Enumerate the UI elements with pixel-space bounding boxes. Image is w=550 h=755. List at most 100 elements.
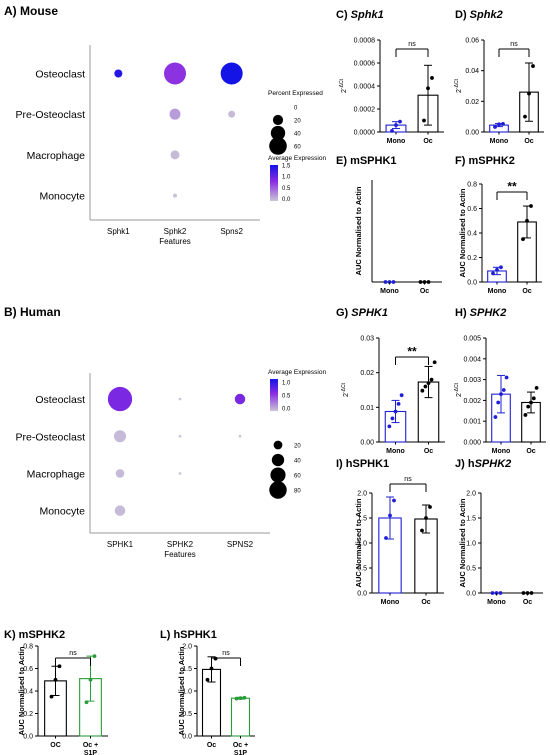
y-tick-label-K-1: 0.2 — [23, 711, 33, 718]
data-point-K-0-2 — [57, 664, 62, 669]
col-label-B-0: SPHK1 — [107, 540, 134, 549]
x-tick-label-G-1: Oc — [424, 448, 433, 455]
significance-label-F: ** — [507, 180, 517, 194]
panel-label-G: G) SPHK1 — [336, 307, 388, 319]
y-tick-label-J-0: 0.0 — [466, 591, 476, 598]
data-point-L-0-1 — [209, 666, 214, 671]
y-tick-label-G-2: 0.02 — [360, 370, 374, 377]
data-point-K-0-0 — [49, 694, 54, 699]
y-tick-label-H-1: 0.001 — [463, 419, 481, 426]
col-label-B-2: SPNS2 — [227, 540, 254, 549]
y-tick-label-K-3: 0.6 — [23, 666, 33, 673]
data-point-K-0-1 — [53, 677, 58, 682]
data-point-C-1-0 — [422, 118, 426, 123]
data-point-K-1-0 — [84, 700, 89, 705]
x-tick-label-J-0: Mono — [487, 599, 506, 606]
color-legend-title-B: Average Expression — [268, 369, 326, 376]
dot-B-3-0 — [114, 505, 126, 516]
color-legend-title-A: Average Expression — [268, 155, 326, 162]
data-point-C-0-2 — [398, 119, 402, 124]
dot-B-0-0 — [107, 386, 133, 412]
row-label-B-2: Macrophage — [27, 468, 86, 480]
panel-label-H: H) SPHK2 — [455, 307, 506, 319]
y-tick-label-J-3: 1.5 — [466, 516, 476, 523]
y-axis-label-F: AUC Normalised to Actin — [458, 188, 467, 277]
data-point-F-0-0 — [491, 271, 495, 276]
color-legend-bar-A — [270, 165, 278, 201]
data-point-J-1-2 — [529, 591, 534, 595]
size-legend-value-A-1: 20 — [294, 119, 301, 125]
data-point-G-0-0 — [387, 424, 392, 429]
x-tick-label-L-1: Oc + — [233, 742, 248, 749]
significance-label-L: ns — [222, 650, 230, 657]
y-tick-label-F-4: 0.8 — [467, 182, 477, 189]
color-legend-tick-A-3: 0.0 — [282, 197, 291, 203]
size-legend-value-A-0: 0 — [294, 106, 298, 112]
x-tick-label-C-0: Mono — [387, 138, 406, 145]
y-tick-label-I-2: 1.0 — [357, 541, 367, 548]
y-tick-label-D-1: 0.02 — [465, 99, 479, 106]
panel-label-J: J) hSPHK2 — [455, 458, 511, 470]
y-tick-label-C-3: 0.0006 — [354, 61, 376, 68]
dot-A-1-2 — [228, 110, 236, 118]
x-tick-label-E-0: Mono — [380, 288, 399, 295]
y-tick-label-C-4: 0.0008 — [354, 38, 376, 45]
data-point-E-1-2 — [426, 280, 431, 284]
y-tick-label-I-3: 1.5 — [357, 516, 367, 523]
y-tick-label-G-0: 0.00 — [360, 440, 374, 447]
panel-title-I: hSPHK1 — [346, 458, 389, 470]
data-point-H-0-0 — [493, 415, 498, 419]
x-tick-label-C-1: Oc — [423, 138, 432, 145]
data-point-E-1-0 — [418, 280, 423, 284]
data-point-G-1-3 — [429, 377, 434, 382]
data-point-H-1-1 — [526, 404, 531, 409]
data-point-L-1-2 — [242, 695, 247, 700]
color-legend-tick-A-2: 0.5 — [282, 186, 291, 192]
y-tick-label-C-1: 0.0002 — [354, 107, 376, 114]
data-point-L-0-2 — [213, 656, 218, 661]
data-point-G-1-4 — [432, 360, 437, 365]
dot-B-0-1 — [178, 397, 182, 401]
size-legend-dot-A-3 — [269, 137, 287, 155]
y-axis-label-L: AUC Normalised to Actin — [177, 646, 186, 735]
size-legend-dot-A-2 — [270, 125, 286, 141]
x-tick-label-K-0: OC — [50, 742, 61, 749]
data-point-C-1-2 — [430, 76, 434, 80]
y-axis-label-J: AUC Normalised to Actin — [458, 498, 467, 587]
panel-label-E: E) mSPHK1 — [336, 155, 397, 167]
size-legend-value-B-2: 60 — [294, 474, 301, 480]
row-label-A-0: Osteoclast — [35, 68, 85, 80]
panel-label-F: F) mSPHK2 — [455, 155, 515, 167]
y-tick-label-K-0: 0.0 — [23, 734, 33, 741]
data-point-C-0-1 — [394, 123, 398, 127]
y-tick-label-F-2: 0.4 — [467, 231, 477, 238]
panel-title-G: SPHK1 — [351, 307, 388, 319]
x-tick-label-L-1-line2: S1P — [234, 750, 248, 755]
dot-A-0-0 — [114, 69, 123, 78]
data-point-G-0-1 — [390, 416, 395, 421]
x-axis-label-A: Features — [159, 237, 191, 246]
dot-B-1-2 — [238, 434, 242, 438]
data-point-G-1-1 — [423, 384, 428, 389]
size-legend-dot-B-3 — [269, 481, 287, 499]
color-legend-tick-A-0: 1.5 — [282, 164, 291, 170]
panel-label-K: K) mSPHK2 — [4, 629, 65, 641]
row-label-B-0: Osteoclast — [35, 394, 85, 406]
y-tick-label-I-4: 2.0 — [357, 491, 367, 498]
dot-A-3-1 — [172, 193, 178, 198]
panel-title-C: Sphk1 — [351, 9, 384, 21]
data-point-F-1-1 — [525, 218, 529, 223]
y-tick-label-L-3: 1.5 — [182, 666, 192, 673]
y-axis-label-G: 2-ΔCt — [341, 382, 350, 397]
data-point-G-1-2 — [426, 381, 431, 385]
y-tick-label-J-2: 1.0 — [466, 541, 476, 548]
x-tick-label-H-1: Oc — [526, 448, 535, 455]
col-label-A-1: Sphk2 — [164, 227, 187, 236]
dot-B-1-0 — [113, 430, 127, 443]
y-tick-label-K-2: 0.4 — [23, 689, 33, 696]
row-label-B-1: Pre-Osteoclast — [16, 431, 86, 443]
data-point-L-1-1 — [238, 696, 243, 701]
color-legend-tick-A-1: 1.0 — [282, 175, 291, 181]
x-tick-label-D-0: Mono — [490, 138, 509, 145]
size-legend-dot-B-1 — [271, 453, 285, 467]
